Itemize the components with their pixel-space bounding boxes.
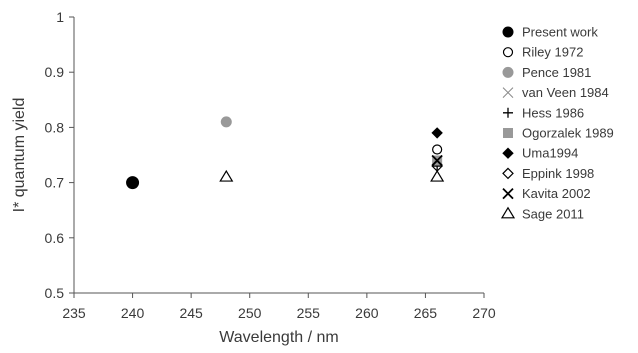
x-tick-label: 235 (62, 305, 86, 321)
x-tick-label: 265 (414, 305, 438, 321)
legend-label: Sage 2011 (522, 206, 584, 221)
y-tick-label: 0.5 (45, 285, 65, 301)
data-point (219, 169, 234, 182)
legend: Present work Riley 1972 Pence 1981 van Veen… (500, 25, 614, 221)
legend-marker (500, 206, 516, 219)
x-tick-label: 270 (472, 305, 496, 321)
axes-layer (73, 17, 484, 294)
legend-label: Uma1994 (522, 146, 578, 161)
legend-item: van Veen 1984 (502, 85, 609, 100)
ticks-layer: 0.5 0.6 0.7 0.8 0.9 1 235 240 245 250 255 260 265 270 (45, 9, 496, 321)
legend-marker (502, 26, 514, 38)
x-axis-title: Wavelength / nm (219, 329, 338, 346)
legend-marker (503, 128, 513, 138)
legend-marker (503, 107, 513, 118)
legend-marker (502, 66, 514, 78)
data-point (430, 169, 445, 182)
legend-marker (502, 47, 514, 58)
legend-label: Present work (522, 25, 598, 40)
data-point (431, 154, 443, 167)
y-axis-title: I* quantum yield (11, 98, 28, 213)
marks-layer (126, 116, 445, 190)
legend-item: Pence 1981 (502, 65, 591, 80)
x-tick-label: 245 (179, 305, 203, 321)
x-tick-label: 250 (238, 305, 262, 321)
legend-item: Hess 1986 (503, 105, 584, 120)
data-point (432, 144, 443, 155)
legend-label: Eppink 1998 (522, 166, 594, 181)
legend-marker (502, 187, 514, 200)
legend-marker (502, 147, 514, 159)
legend-item: Uma1994 (502, 146, 578, 161)
data-point (126, 176, 140, 190)
data-point (431, 127, 443, 139)
x-tick-label: 260 (355, 305, 379, 321)
y-tick-label: 0.7 (45, 175, 65, 191)
data-point (220, 116, 232, 128)
legend-item: Ogorzalek 1989 (503, 126, 614, 141)
y-tick-label: 0.6 (45, 230, 65, 246)
legend-label: Hess 1986 (522, 105, 584, 120)
legend-item: Eppink 1998 (502, 166, 594, 181)
legend-label: Ogorzalek 1989 (522, 126, 614, 141)
y-tick-label: 0.8 (45, 119, 65, 135)
legend-marker (502, 167, 514, 180)
y-tick-label: 1 (56, 9, 64, 25)
y-tick-label: 0.9 (45, 64, 65, 80)
x-tick-label: 240 (121, 305, 145, 321)
legend-label: Kavita 2002 (522, 186, 591, 201)
legend-label: Riley 1972 (522, 45, 583, 60)
legend-item: Kavita 2002 (502, 186, 591, 201)
legend-item: Sage 2011 (500, 206, 584, 221)
x-tick-label: 255 (297, 305, 321, 321)
legend-marker (502, 87, 514, 98)
legend-label: van Veen 1984 (522, 85, 609, 100)
legend-item: Present work (502, 25, 598, 40)
legend-label: Pence 1981 (522, 65, 591, 80)
legend-item: Riley 1972 (502, 45, 583, 60)
